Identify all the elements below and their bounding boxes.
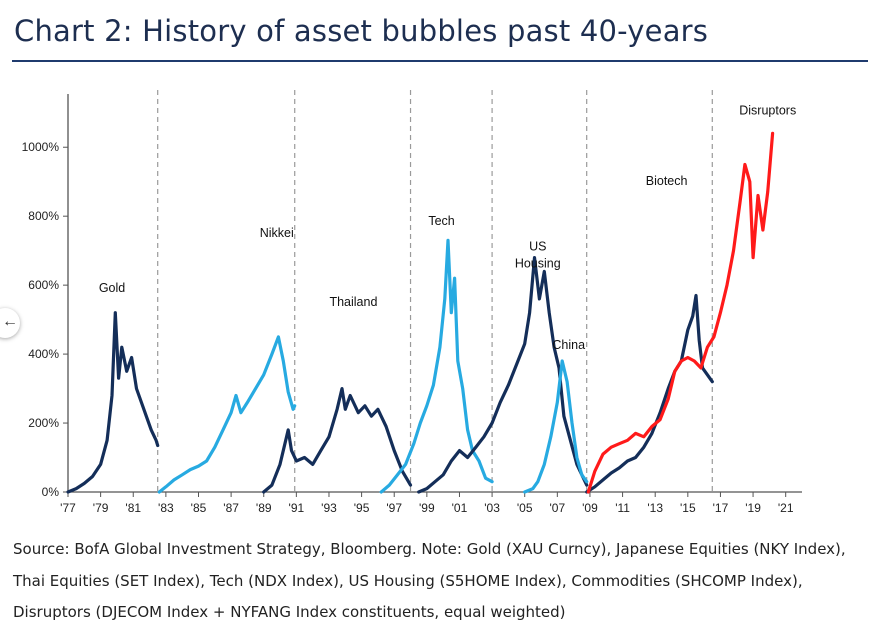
x-tick-label-1: '79: [93, 501, 109, 515]
source-note-line-1: Source: BofA Global Investment Strategy,…: [13, 540, 846, 558]
x-tick-label-19: '15: [680, 501, 696, 515]
back-button[interactable]: ←: [0, 308, 20, 338]
x-tick-label-22: '21: [778, 501, 794, 515]
series-label-us-housing: US Housing: [515, 240, 561, 271]
source-note-line-3: Disruptors (DJECOM Index + NYFANG Index …: [13, 603, 566, 621]
series-line-gold: [66, 311, 160, 494]
x-tick-label-8: '93: [321, 501, 337, 515]
y-tick-label-5: 1000%: [22, 140, 60, 154]
y-tick-label-1: 200%: [28, 416, 59, 430]
x-tick-label-13: '03: [484, 501, 500, 515]
series-line-biotech: [585, 293, 714, 494]
chart-header: Chart 2: History of asset bubbles past 4…: [0, 0, 877, 62]
arrow-left-icon: ←: [2, 313, 18, 330]
series-line-us-housing: [417, 256, 589, 494]
series-label-china: China: [552, 338, 585, 352]
x-tick-label-5: '87: [223, 501, 239, 515]
series-label-thailand: Thailand: [329, 295, 377, 309]
series-label-gold: Gold: [99, 281, 125, 295]
x-tick-label-12: '01: [452, 501, 468, 515]
series-line-thailand: [262, 387, 413, 494]
series-label-tech: Tech: [428, 214, 454, 228]
series-line-disruptors: [586, 131, 775, 494]
x-tick-label-14: '05: [517, 501, 533, 515]
x-tick-label-10: '97: [386, 501, 402, 515]
series-label-disruptors: Disruptors: [739, 103, 796, 117]
x-tick-label-3: '83: [158, 501, 174, 515]
x-tick-label-9: '95: [354, 501, 370, 515]
bubbles-line-chart: 0% 200% 400% 600% 800% 1000% '77 '79 '81 '83 '85 '8…: [22, 90, 802, 515]
series-label-nikkei: Nikkei: [260, 226, 294, 240]
x-tick-label-17: '11: [615, 501, 630, 515]
x-tick-label-6: '89: [256, 501, 272, 515]
x-tick-label-20: '17: [713, 501, 729, 515]
chart-title: Chart 2: History of asset bubbles past 4…: [14, 14, 709, 48]
x-tick-label-11: '99: [419, 501, 435, 515]
series-line-tech: [379, 238, 494, 494]
title-divider: [12, 60, 868, 62]
y-tick-label-3: 600%: [28, 278, 59, 292]
y-tick-label-0: 0%: [42, 485, 60, 499]
x-tick-label-4: '85: [191, 501, 207, 515]
series-line-china: [523, 359, 589, 494]
series-label-biotech: Biotech: [646, 174, 688, 188]
x-tick-label-16: '09: [582, 501, 598, 515]
x-tick-label-18: '13: [647, 501, 663, 515]
x-tick-label-15: '07: [550, 501, 566, 515]
y-tick-label-4: 800%: [28, 209, 59, 223]
x-tick-label-0: '77: [60, 501, 76, 515]
x-tick-label-21: '19: [745, 501, 761, 515]
x-tick-label-7: '91: [289, 501, 305, 515]
x-tick-label-2: '81: [125, 501, 141, 515]
source-note-line-2: Thai Equities (SET Index), Tech (NDX Ind…: [13, 572, 803, 590]
y-tick-label-2: 400%: [28, 347, 59, 361]
series-line-nikkei: [157, 335, 297, 494]
